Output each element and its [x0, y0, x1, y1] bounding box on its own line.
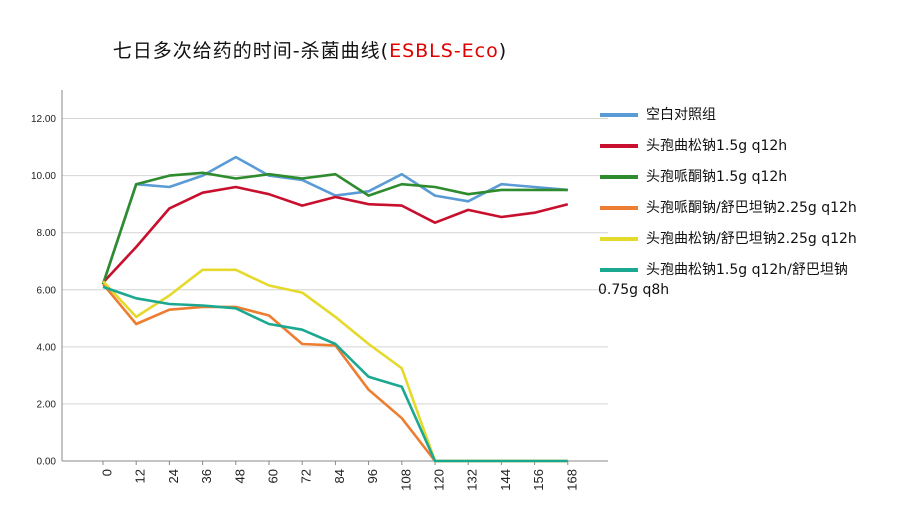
- legend-item-4: 头孢哌酮钠/舒巴坦钠2.25g q12h: [598, 198, 918, 218]
- legend-item-2: 头孢曲松钠1.5g q12h: [598, 136, 918, 156]
- series-line-6: [102, 285, 568, 463]
- legend-item-5: 头孢曲松钠/舒巴坦钠2.25g q12h: [598, 229, 918, 249]
- legend-label: 头孢哌酮钠1.5g q12h: [646, 169, 788, 185]
- legend-swatch: [600, 206, 638, 210]
- series-line-5: [102, 268, 568, 463]
- legend-swatch: [600, 144, 638, 148]
- y-tick-label: 4.00: [37, 342, 57, 353]
- x-tick-label: 0: [100, 469, 115, 476]
- x-tick-label: 168: [564, 469, 579, 491]
- x-tick-label: 96: [365, 469, 380, 483]
- series-line-3: [101, 171, 568, 285]
- legend-label: 头孢曲松钠1.5g q12h/舒巴坦钠: [646, 262, 848, 278]
- x-tick-label: 36: [199, 469, 214, 483]
- y-tick-label: 0.00: [37, 457, 57, 468]
- x-tick-label: 120: [432, 469, 447, 491]
- x-tick-label: 60: [266, 469, 281, 483]
- legend-item-1: 空白对照组: [598, 105, 918, 125]
- chart-title: 七日多次给药的时间-杀菌曲线(ESBLS-Eco): [112, 40, 508, 62]
- gridlines: [62, 118, 608, 405]
- legend-swatch: [600, 113, 638, 117]
- x-tick-label: 72: [299, 469, 314, 483]
- series-lines: [101, 155, 569, 463]
- y-tick-label: 12.00: [31, 114, 56, 125]
- legend-swatch: [600, 175, 638, 179]
- x-tick-label: 156: [531, 469, 546, 491]
- x-tick-label: 84: [332, 469, 347, 483]
- legend-item-6: 头孢曲松钠1.5g q12h/舒巴坦钠 0.75g q8h: [598, 260, 918, 300]
- x-tick-labels: 0 12 24 36 48 60 72 84 96 108 120 132 144 156 168: [100, 469, 580, 491]
- legend-label: 头孢哌酮钠/舒巴坦钠2.25g q12h: [646, 200, 857, 216]
- axes: [61, 90, 608, 465]
- series-line-1: [101, 155, 568, 285]
- y-tick-label: 10.00: [31, 171, 56, 182]
- series-line-2: [102, 185, 569, 284]
- x-tick-label: 12: [133, 469, 148, 483]
- legend-item-3: 头孢哌酮钠1.5g q12h: [598, 167, 918, 187]
- legend-label: 0.75g q8h: [598, 282, 670, 298]
- x-tick-label: 24: [166, 469, 181, 483]
- legend-label: 空白对照组: [646, 107, 716, 123]
- legend-swatch: [600, 237, 638, 241]
- legend: 空白对照组头孢曲松钠1.5g q12h 头孢哌酮钠1.5g q12h 头孢哌酮钠/舒…: [598, 105, 918, 311]
- y-tick-label: 8.00: [37, 228, 57, 239]
- y-tick-label: 6.00: [37, 285, 57, 296]
- legend-label: 头孢曲松钠/舒巴坦钠2.25g q12h: [646, 231, 857, 247]
- chart-title-highlight: ESBLS-Eco: [389, 40, 499, 62]
- x-tick-label: 48: [232, 469, 247, 483]
- x-tick-label: 144: [498, 469, 513, 491]
- series-line-4: [102, 283, 568, 463]
- y-tick-labels: 0.00 2.00 4.00 6.00 8.00 10.00 12.00: [31, 114, 56, 467]
- x-tick-label: 132: [465, 469, 480, 491]
- x-tick-label: 108: [398, 469, 413, 491]
- legend-label: 头孢曲松钠1.5g q12h: [646, 138, 788, 154]
- y-tick-label: 2.00: [37, 399, 57, 410]
- legend-swatch: [600, 268, 638, 272]
